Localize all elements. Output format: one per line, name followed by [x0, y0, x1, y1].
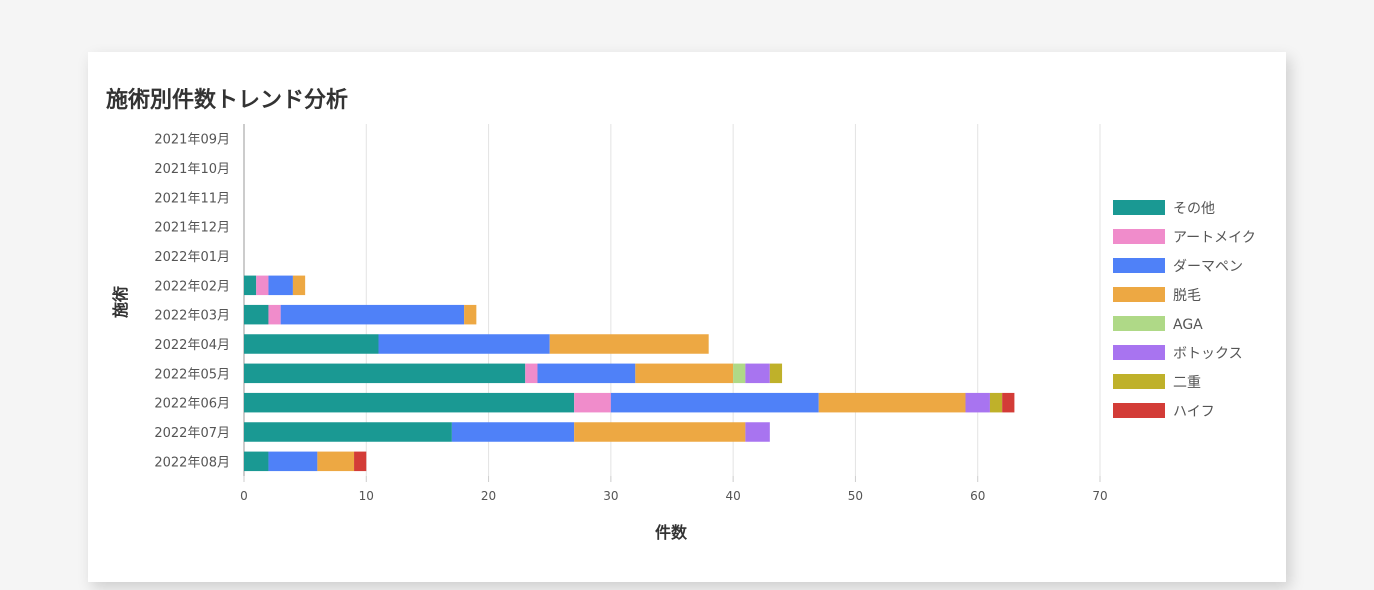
bar-9-1	[574, 392, 611, 413]
y-axis-title: 施術	[111, 286, 130, 318]
bars-group	[244, 275, 1015, 472]
legend-label: AGA	[1173, 317, 1203, 333]
bar-7-3	[549, 334, 709, 354]
legend-label: ダーマペン	[1173, 259, 1243, 275]
bar-8-0	[244, 363, 526, 384]
chart-svg: 2021年09月 2021年10月 2021年11月 2021年12月 2022年01月…	[111, 124, 1256, 542]
bar-6-3	[464, 304, 477, 325]
legend-label: ハイフ	[1173, 404, 1215, 420]
y-category-label: 2022年01月	[154, 250, 230, 265]
legend-label: 脱毛	[1173, 288, 1201, 304]
x-tick-label: 30	[603, 489, 618, 503]
bar-8-3	[635, 363, 734, 384]
y-category-label: 2022年06月	[154, 397, 230, 412]
x-tick-label: 50	[848, 489, 863, 503]
x-tick-label: 60	[970, 489, 985, 503]
bar-9-0	[244, 392, 575, 413]
y-category-label: 2022年04月	[154, 338, 230, 353]
bar-6-1	[268, 304, 281, 325]
bar-6-0	[244, 304, 269, 325]
bar-5-2	[268, 275, 293, 296]
legend-swatch-7	[1113, 403, 1165, 418]
x-axis-title: 件数	[655, 523, 688, 542]
bar-9-5	[965, 392, 990, 413]
chart-card: 施術別件数トレンド分析 2021年09月 2021年10月 2021年11月 2021…	[88, 52, 1286, 582]
y-category-label: 2022年07月	[154, 426, 230, 441]
y-category-label: 2022年08月	[154, 455, 230, 470]
legend-label: アートメイク	[1173, 230, 1256, 246]
y-axis: 2021年09月 2021年10月 2021年11月 2021年12月 2022年01月…	[154, 133, 230, 471]
bar-8-1	[525, 363, 538, 384]
bar-11-2	[268, 451, 318, 472]
y-category-label: 2022年05月	[154, 367, 230, 382]
legend-swatch-4	[1113, 316, 1165, 331]
y-category-label: 2021年09月	[154, 133, 230, 148]
x-tick-label: 10	[359, 489, 374, 503]
grid-lines	[243, 124, 1101, 476]
legend-swatch-5	[1113, 345, 1165, 360]
bar-10-2	[451, 422, 575, 442]
legend-swatch-6	[1113, 374, 1165, 389]
y-category-label: 2022年02月	[154, 279, 230, 294]
bar-9-3	[818, 392, 966, 413]
y-category-label: 2021年10月	[154, 162, 230, 177]
y-category-label: 2021年11月	[154, 191, 230, 206]
bar-8-4	[733, 363, 746, 384]
bar-10-0	[244, 422, 452, 442]
legend-label: 二重	[1173, 375, 1201, 391]
bar-11-3	[317, 451, 355, 472]
legend-swatch-0	[1113, 200, 1165, 215]
y-category-label: 2022年03月	[154, 309, 230, 324]
bar-8-2	[537, 363, 636, 384]
bar-10-3	[574, 422, 746, 442]
bar-7-2	[378, 334, 550, 354]
bar-5-0	[244, 275, 257, 296]
bar-5-1	[256, 275, 269, 296]
y-category-label: 2021年12月	[154, 221, 230, 236]
x-tick-label: 70	[1092, 489, 1107, 503]
x-tick-label: 0	[240, 489, 248, 503]
chart-title: 施術別件数トレンド分析	[106, 88, 349, 113]
legend-swatch-1	[1113, 229, 1165, 244]
bar-7-0	[244, 334, 379, 354]
bar-10-5	[745, 422, 770, 442]
legend-label: ボトックス	[1173, 346, 1243, 362]
bar-9-2	[610, 392, 819, 413]
x-tick-label: 20	[481, 489, 496, 503]
bar-11-7	[354, 451, 367, 472]
x-tick-label: 40	[726, 489, 741, 503]
bar-5-3	[292, 275, 306, 296]
bar-11-0	[244, 451, 269, 472]
bar-9-7	[1002, 392, 1015, 413]
legend-swatch-2	[1113, 258, 1165, 273]
x-axis: 0 10 20 30 40 50 60 70	[240, 476, 1108, 503]
bar-8-6	[769, 363, 783, 384]
legend-label: その他	[1173, 201, 1215, 217]
bar-8-5	[745, 363, 770, 384]
bar-6-2	[280, 304, 465, 325]
bar-9-6	[989, 392, 1003, 413]
legend-swatch-3	[1113, 287, 1165, 302]
